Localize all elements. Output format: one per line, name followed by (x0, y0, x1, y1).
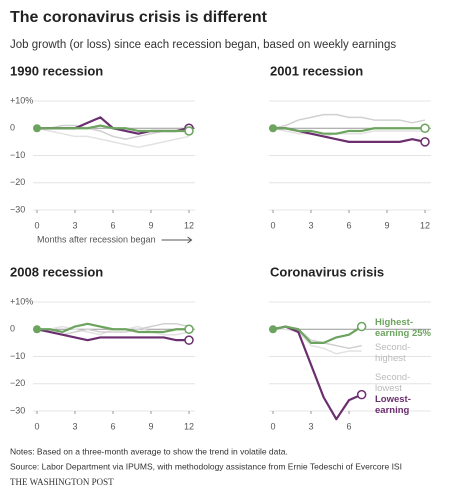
x-tick-label: 9 (384, 220, 389, 230)
notes: Notes: Based on a three-month average to… (10, 446, 288, 456)
x-tick-label: 3 (72, 220, 77, 230)
x-tick-label: 0 (34, 421, 39, 431)
series-line (272, 325, 363, 344)
title: The coronavirus crisis is different (10, 9, 268, 26)
end-marker (420, 123, 430, 133)
arrow (161, 236, 193, 244)
x-axis-label: Months after recession began (37, 234, 156, 244)
end-marker (184, 126, 194, 136)
subtitle: Job growth (or loss) since each recessio… (10, 39, 396, 51)
series-line (272, 127, 425, 138)
series-line (273, 328, 362, 355)
x-tick-label: 3 (308, 421, 313, 431)
end-marker (184, 324, 194, 334)
series-label: Highest-earning 25% (375, 317, 432, 339)
x-tick-label: 12 (184, 421, 194, 431)
x-tick-label: 3 (308, 220, 313, 230)
series-line (37, 322, 189, 334)
series-line (36, 127, 190, 149)
y-tick-label: −30 (10, 405, 25, 415)
start-marker (33, 325, 41, 334)
series-line (273, 127, 425, 135)
y-tick-label: +10% (10, 296, 33, 306)
x-tick-label: 12 (184, 220, 194, 230)
credit: THE WASHINGTON POST (10, 477, 114, 487)
series-line (37, 124, 189, 133)
y-tick-label: −10 (10, 351, 25, 361)
x-tick-label: 3 (72, 421, 77, 431)
y-tick-label: −30 (10, 204, 25, 214)
y-tick-label: 0 (10, 123, 15, 133)
series-line (272, 113, 426, 129)
panel-title: 1990 recession (10, 63, 103, 78)
y-tick-label: −20 (10, 378, 25, 388)
y-tick-label: 0 (10, 324, 15, 334)
x-tick-label: 6 (346, 421, 351, 431)
series-label: Lowest-earning (375, 394, 411, 416)
end-marker (356, 389, 367, 400)
y-tick-label: +10% (10, 95, 33, 105)
panel-title: Coronavirus crisis (270, 264, 384, 279)
x-tick-label: 9 (148, 220, 153, 230)
y-tick-label: −10 (10, 150, 25, 160)
series-label: Second-lowest (375, 372, 410, 394)
panel-title: 2008 recession (10, 264, 103, 279)
x-tick-label: 0 (270, 220, 275, 230)
x-tick-label: 9 (148, 421, 153, 431)
end-marker (420, 137, 430, 147)
end-marker (356, 321, 367, 332)
start-marker (269, 124, 277, 133)
start-marker (269, 325, 277, 334)
x-tick-label: 6 (110, 421, 115, 431)
x-tick-label: 0 (34, 220, 39, 230)
x-tick-label: 6 (346, 220, 351, 230)
source: Source: Labor Department via IPUMS, with… (10, 461, 402, 471)
panel-title: 2001 recession (270, 63, 363, 78)
start-marker (33, 124, 41, 133)
x-tick-label: 12 (420, 220, 430, 230)
series-label: Second-highest (375, 342, 410, 364)
end-marker (184, 335, 194, 345)
x-tick-label: 0 (270, 421, 275, 431)
series-line (272, 325, 363, 421)
x-tick-label: 6 (110, 220, 115, 230)
y-tick-label: −20 (10, 177, 25, 187)
series-line (36, 328, 189, 342)
